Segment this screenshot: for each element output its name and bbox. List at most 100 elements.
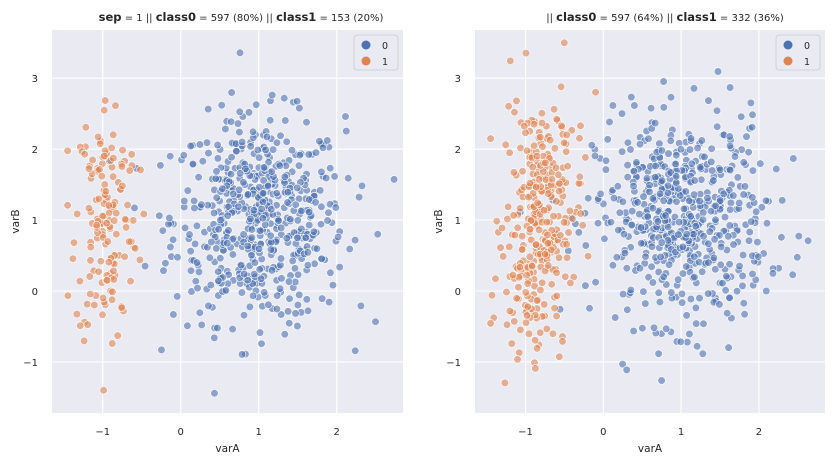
point-class0 <box>622 365 631 375</box>
point-class0 <box>316 220 326 229</box>
point-class1 <box>502 287 511 297</box>
point-class0 <box>655 297 665 307</box>
point-class0 <box>293 321 302 331</box>
point-class0 <box>232 147 241 156</box>
point-class0 <box>716 242 726 251</box>
point-class0 <box>324 208 333 217</box>
point-class0 <box>193 284 202 293</box>
point-class0 <box>710 235 719 244</box>
point-class0 <box>664 260 674 269</box>
point-class1 <box>525 252 535 261</box>
point-class1 <box>118 181 127 190</box>
y-axis-label: varB <box>10 209 22 233</box>
point-class0 <box>325 298 334 307</box>
point-class0 <box>618 197 628 206</box>
point-class0 <box>267 167 276 176</box>
point-class0 <box>173 292 182 301</box>
point-class1 <box>517 232 527 241</box>
point-class1 <box>562 240 571 249</box>
point-class0 <box>250 270 259 279</box>
point-class0 <box>191 239 200 248</box>
point-class0 <box>689 84 699 93</box>
point-class0 <box>204 301 213 311</box>
x-tick-label: 2 <box>756 427 762 438</box>
point-class0 <box>757 203 766 212</box>
point-class0 <box>581 281 590 290</box>
point-class0 <box>725 221 734 230</box>
point-class0 <box>748 193 757 202</box>
point-class0 <box>181 223 190 232</box>
point-class0 <box>235 48 245 57</box>
point-class0 <box>204 104 213 114</box>
point-class0 <box>581 241 590 250</box>
point-class1 <box>558 337 567 346</box>
point-class1 <box>525 179 535 188</box>
point-class0 <box>293 233 302 242</box>
point-class1 <box>552 268 561 277</box>
point-class1 <box>496 243 505 252</box>
point-class0 <box>276 131 285 140</box>
point-class1 <box>546 136 555 145</box>
title-value: = 1 || <box>122 13 156 24</box>
point-class0 <box>753 238 762 247</box>
point-class0 <box>778 196 787 205</box>
point-class0 <box>601 165 611 174</box>
point-class1 <box>108 339 117 348</box>
point-class0 <box>297 207 306 216</box>
point-class0 <box>186 247 195 256</box>
point-class0 <box>303 248 313 257</box>
point-class0 <box>303 261 313 270</box>
point-class1 <box>556 82 566 91</box>
point-class1 <box>104 201 113 210</box>
point-class0 <box>284 307 293 316</box>
point-class1 <box>129 216 138 225</box>
point-class1 <box>112 209 121 218</box>
point-class0 <box>698 349 707 358</box>
point-class0 <box>238 137 247 147</box>
point-class1 <box>117 303 126 312</box>
x-tick-label: 1 <box>678 427 684 438</box>
point-class0 <box>294 270 303 279</box>
point-class0 <box>803 236 813 245</box>
point-class1 <box>575 134 584 143</box>
point-class1 <box>542 218 551 227</box>
point-class0 <box>657 238 666 247</box>
point-class1 <box>69 238 79 247</box>
point-class1 <box>68 254 77 263</box>
legend-box <box>775 34 821 71</box>
point-class0 <box>725 293 734 302</box>
title-value: = 153 (20%) <box>316 13 383 24</box>
point-class1 <box>139 209 148 219</box>
point-class1 <box>524 193 533 202</box>
point-class0 <box>259 176 268 185</box>
point-class0 <box>674 230 683 239</box>
point-class0 <box>277 310 286 319</box>
point-class1 <box>507 339 516 348</box>
point-class0 <box>294 161 304 170</box>
point-class0 <box>317 202 326 211</box>
point-class0 <box>617 147 627 156</box>
point-class0 <box>725 260 734 269</box>
point-class0 <box>656 252 665 262</box>
legend: 01 <box>775 34 821 71</box>
point-class0 <box>686 212 695 221</box>
point-class0 <box>627 221 636 230</box>
point-class1 <box>506 56 515 66</box>
point-class0 <box>698 215 708 224</box>
point-class1 <box>136 165 145 174</box>
point-class0 <box>255 265 264 274</box>
point-class0 <box>704 258 713 267</box>
point-class0 <box>707 166 717 175</box>
point-class0 <box>697 136 706 145</box>
point-class0 <box>661 211 670 220</box>
point-class0 <box>237 261 246 270</box>
point-class0 <box>574 228 583 237</box>
point-class1 <box>86 243 95 252</box>
point-class0 <box>645 181 654 190</box>
point-class1 <box>518 167 527 176</box>
point-class0 <box>681 187 690 196</box>
point-class0 <box>762 286 771 296</box>
point-class0 <box>257 339 266 348</box>
point-class1 <box>543 230 552 239</box>
point-class1 <box>76 321 85 330</box>
